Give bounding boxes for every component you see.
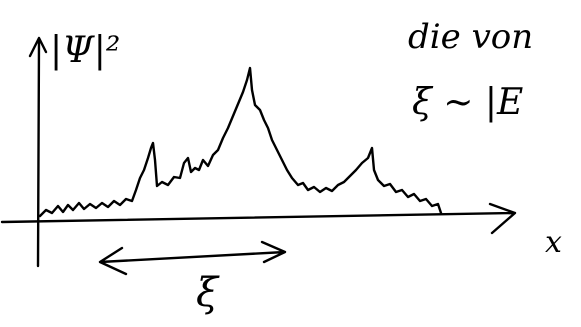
- y-axis: [30, 38, 46, 266]
- density-curve: [40, 68, 441, 216]
- page: |Ψ|² x ξ die von ξ ~ |E (() => { const d…: [0, 0, 581, 327]
- y-axis-label: |Ψ|²: [50, 30, 120, 71]
- x-axis: [2, 204, 515, 233]
- sketch: |Ψ|² x ξ die von ξ ~ |E: [0, 0, 581, 327]
- width-arrow: [100, 242, 285, 274]
- note-line1: die von: [408, 17, 533, 57]
- note-line2: ξ ~ |E: [412, 82, 523, 123]
- width-label: ξ: [196, 270, 220, 316]
- x-axis-label: x: [545, 225, 562, 260]
